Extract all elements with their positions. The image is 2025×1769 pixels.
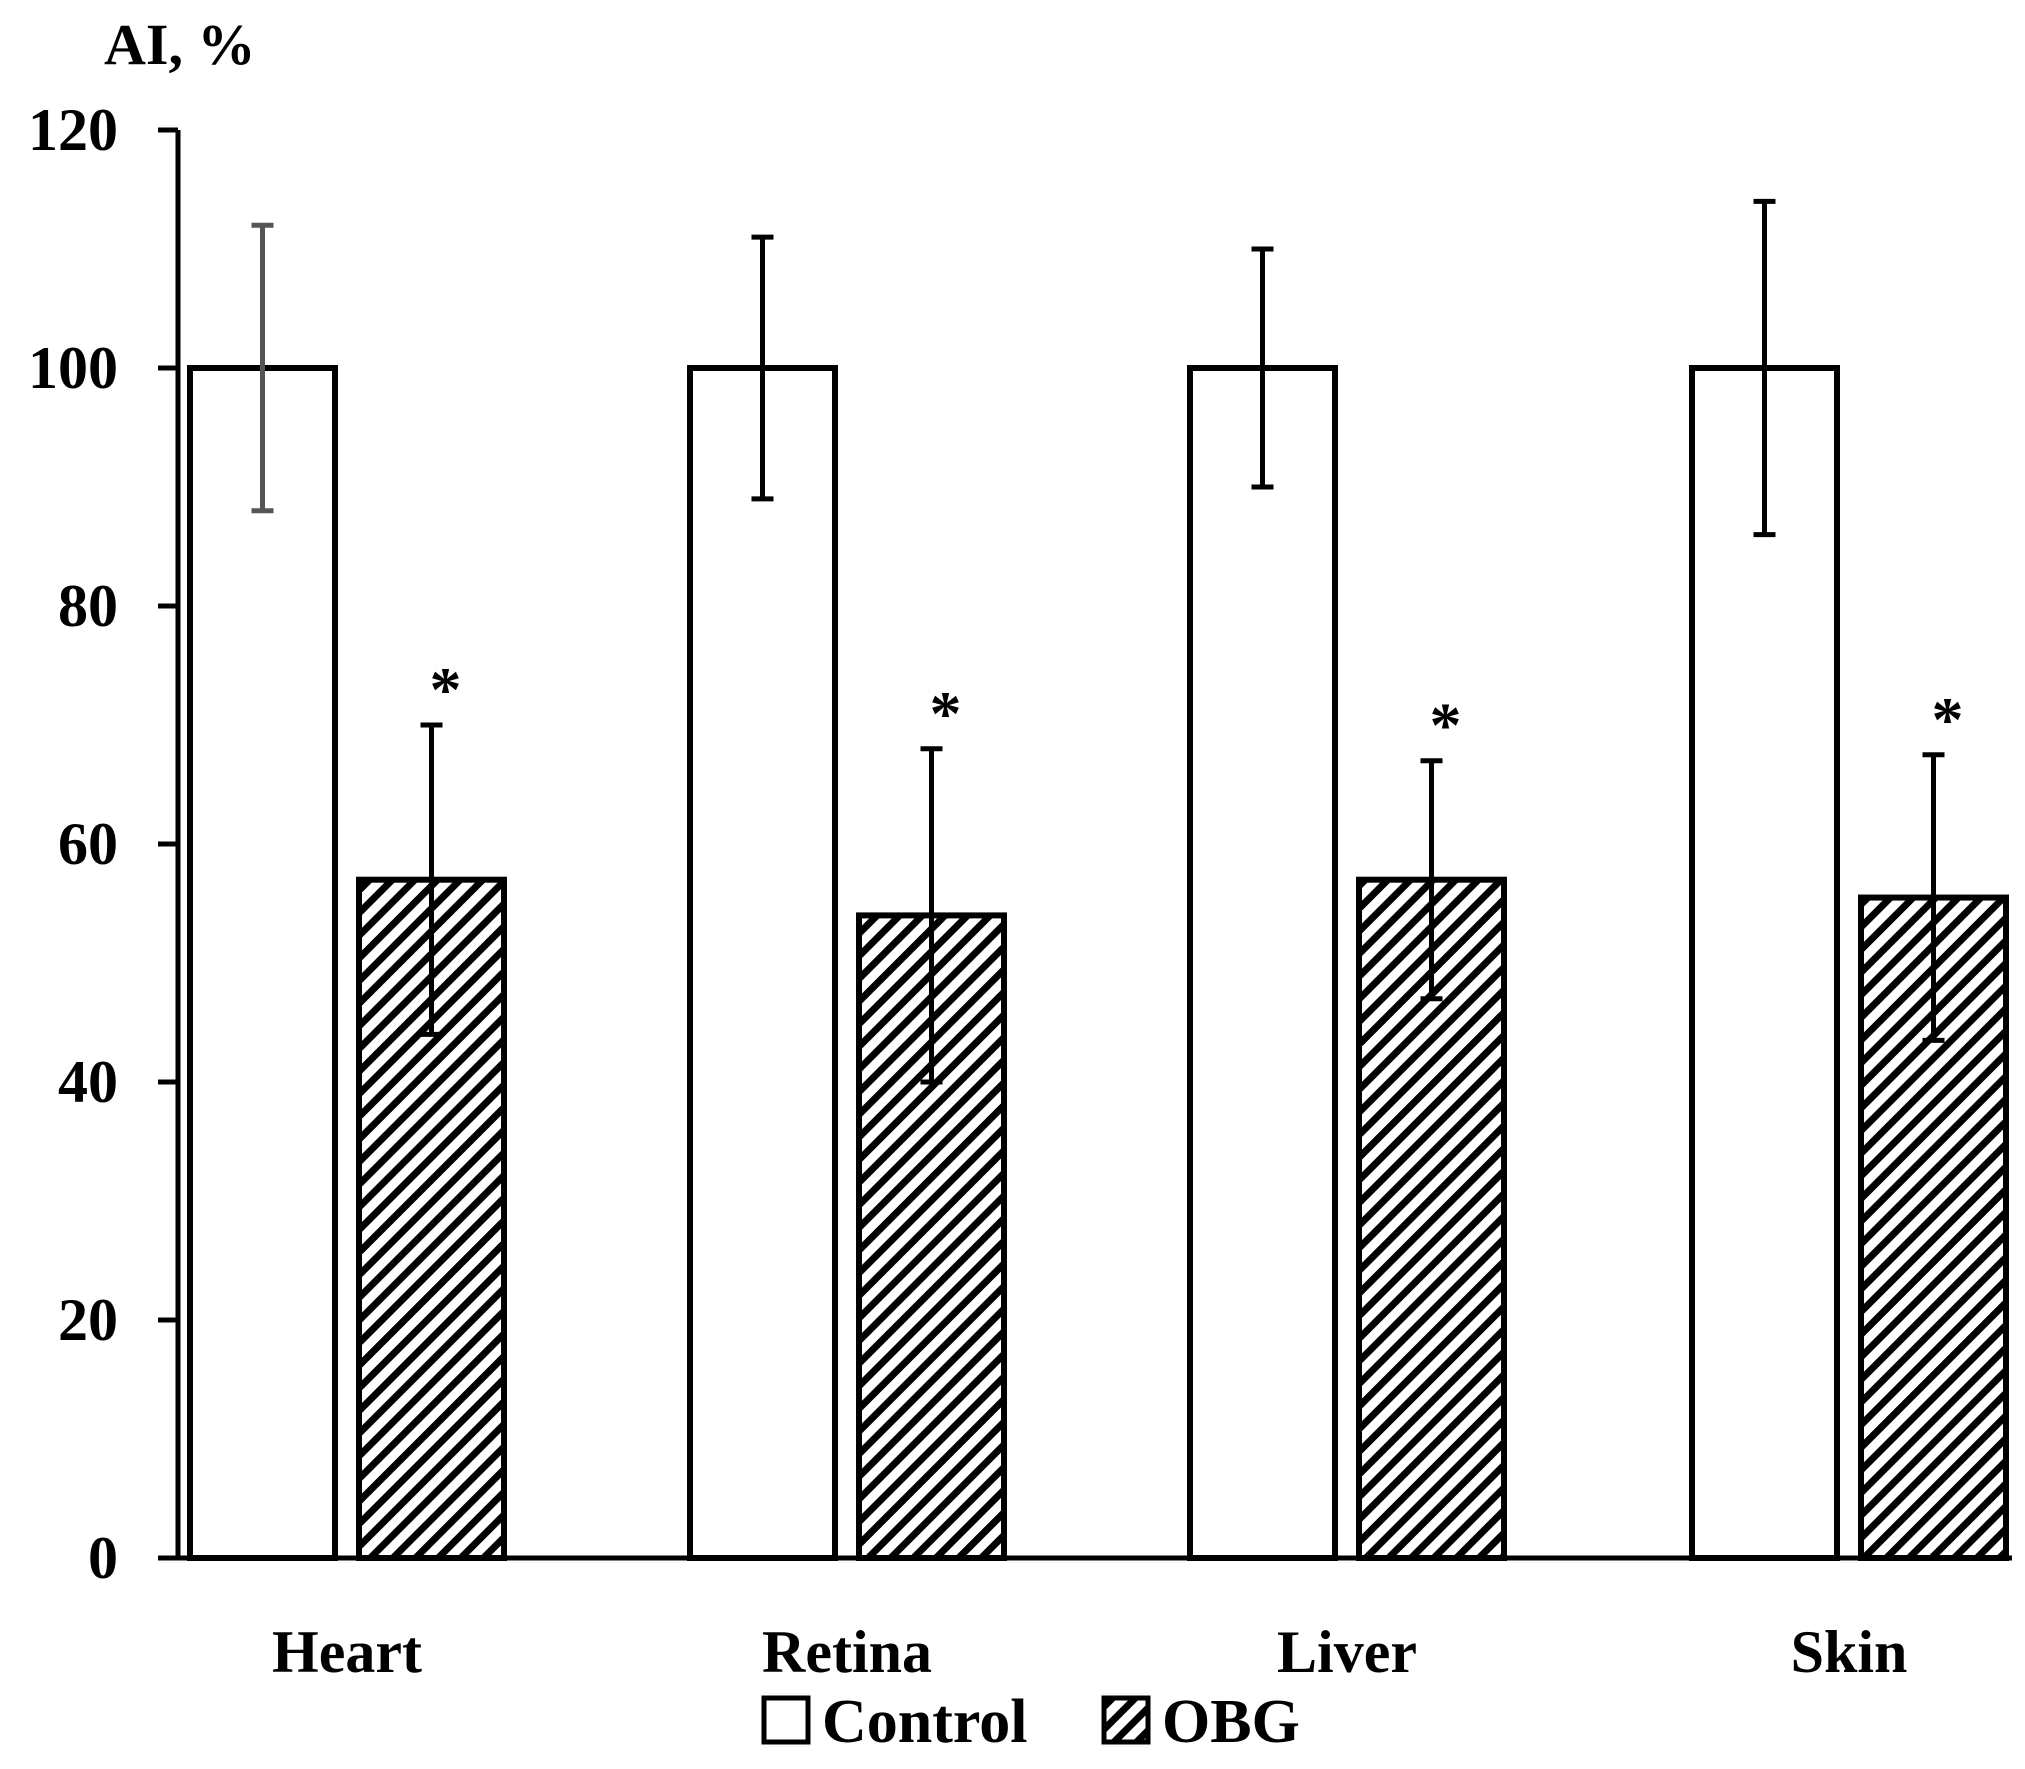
x-category-label: Retina [762,1619,932,1685]
y-tick-label: 20 [58,1287,118,1353]
legend-swatch-obg [1101,1695,1151,1745]
significance-marker: * [930,678,962,749]
bar-control-heart [187,365,338,1561]
x-category-label: Skin [1791,1619,1908,1685]
significance-marker: * [1932,684,1964,755]
plot-area: 0 20 40 60 80 100 120 * Heart * Retina * Liver * Skin [28,97,2012,1685]
legend-swatch-control [761,1695,811,1745]
legend-label-obg: OBG [1162,1688,1300,1756]
bar-control-retina [687,365,838,1561]
y-tick-label: 60 [58,811,118,877]
bar-control-skin [1689,365,1840,1561]
y-tick-label: 120 [28,97,118,163]
y-tick-label: 100 [28,335,118,401]
y-axis-title: AI, % [104,12,255,77]
bar-obg-retina [856,912,1007,1561]
x-category-label: Heart [272,1619,422,1685]
bar-control-liver [1187,365,1338,1561]
y-tick-label: 80 [58,573,118,639]
y-tick-label: 0 [88,1525,118,1591]
significance-marker: * [1430,690,1462,761]
legend-label-control: Control [822,1688,1028,1756]
significance-marker: * [430,654,462,725]
legend: Control OBG [761,1688,1300,1756]
y-tick-label: 40 [58,1049,118,1115]
x-category-label: Liver [1277,1619,1417,1685]
